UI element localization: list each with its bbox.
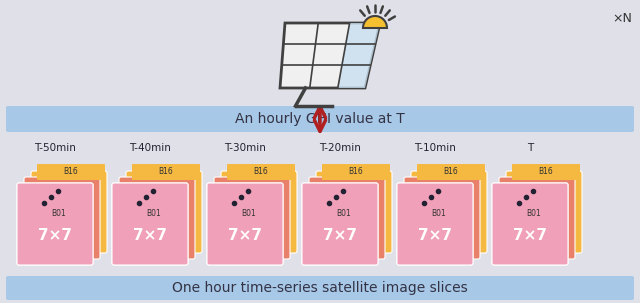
FancyBboxPatch shape — [132, 164, 200, 180]
FancyBboxPatch shape — [6, 276, 634, 300]
Text: T-30min: T-30min — [224, 143, 266, 153]
FancyBboxPatch shape — [512, 164, 580, 180]
Text: B16: B16 — [159, 168, 173, 177]
FancyBboxPatch shape — [227, 164, 295, 180]
Text: B01: B01 — [431, 208, 446, 218]
Text: 7×7: 7×7 — [133, 228, 167, 243]
Text: B01: B01 — [241, 208, 256, 218]
Polygon shape — [338, 23, 380, 88]
FancyBboxPatch shape — [309, 177, 385, 259]
Text: 7×7: 7×7 — [38, 228, 72, 243]
FancyBboxPatch shape — [17, 183, 93, 265]
Polygon shape — [280, 23, 380, 88]
Text: B01: B01 — [51, 208, 66, 218]
Text: B01: B01 — [336, 208, 351, 218]
Polygon shape — [363, 16, 387, 28]
Text: T: T — [527, 143, 533, 153]
Text: ×N: ×N — [612, 12, 632, 25]
Text: 7×7: 7×7 — [513, 228, 547, 243]
FancyBboxPatch shape — [492, 183, 568, 265]
Text: B16: B16 — [539, 168, 554, 177]
FancyBboxPatch shape — [506, 171, 582, 253]
Text: B16: B16 — [349, 168, 364, 177]
FancyBboxPatch shape — [207, 183, 283, 265]
Text: T-20min: T-20min — [319, 143, 361, 153]
FancyBboxPatch shape — [499, 177, 575, 259]
Text: T-40min: T-40min — [129, 143, 171, 153]
FancyBboxPatch shape — [221, 171, 297, 253]
FancyBboxPatch shape — [492, 183, 568, 265]
FancyBboxPatch shape — [24, 177, 100, 259]
FancyBboxPatch shape — [411, 171, 487, 253]
Text: 7×7: 7×7 — [228, 228, 262, 243]
FancyBboxPatch shape — [119, 177, 195, 259]
FancyBboxPatch shape — [6, 106, 634, 132]
Text: B16: B16 — [444, 168, 458, 177]
FancyBboxPatch shape — [37, 164, 105, 180]
Text: One hour time-series satellite image slices: One hour time-series satellite image sli… — [172, 281, 468, 295]
Text: T-50min: T-50min — [34, 143, 76, 153]
FancyBboxPatch shape — [17, 183, 93, 265]
Text: 7×7: 7×7 — [418, 228, 452, 243]
FancyBboxPatch shape — [397, 183, 473, 265]
FancyBboxPatch shape — [417, 164, 485, 180]
FancyBboxPatch shape — [207, 183, 283, 265]
FancyBboxPatch shape — [316, 171, 392, 253]
Text: An hourly GHI value at T: An hourly GHI value at T — [235, 112, 405, 126]
FancyBboxPatch shape — [126, 171, 202, 253]
Text: T-10min: T-10min — [414, 143, 456, 153]
FancyBboxPatch shape — [31, 171, 107, 253]
FancyBboxPatch shape — [397, 183, 473, 265]
Text: B16: B16 — [63, 168, 78, 177]
Text: 7×7: 7×7 — [323, 228, 357, 243]
Text: B16: B16 — [253, 168, 268, 177]
FancyBboxPatch shape — [404, 177, 480, 259]
FancyBboxPatch shape — [302, 183, 378, 265]
FancyBboxPatch shape — [302, 183, 378, 265]
Text: B01: B01 — [526, 208, 541, 218]
Text: B01: B01 — [146, 208, 161, 218]
FancyBboxPatch shape — [112, 183, 188, 265]
FancyBboxPatch shape — [214, 177, 290, 259]
FancyBboxPatch shape — [112, 183, 188, 265]
FancyBboxPatch shape — [322, 164, 390, 180]
